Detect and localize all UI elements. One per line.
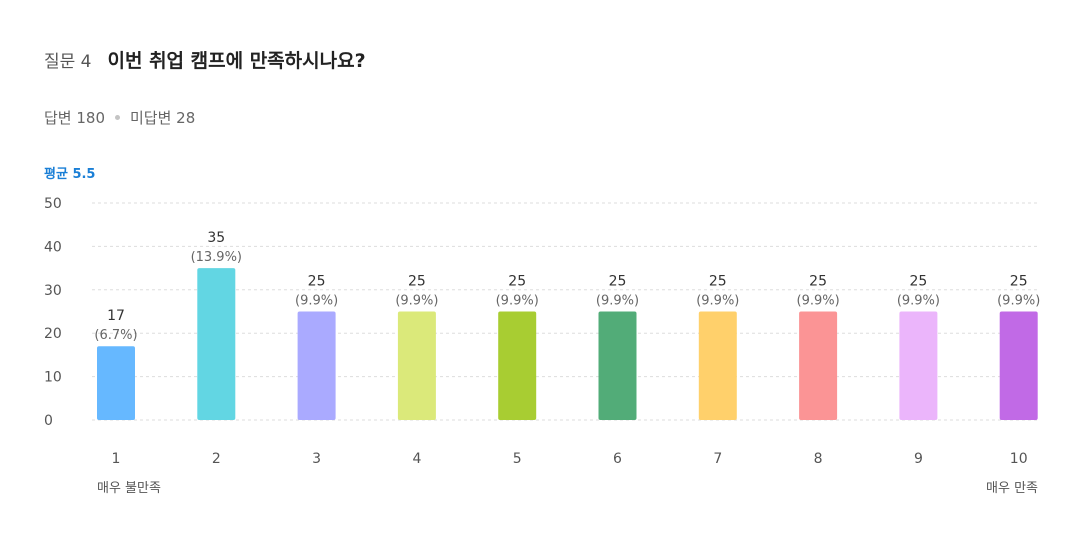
scale-labels: 매우 불만족 매우 만족 — [97, 481, 1038, 496]
y-tick-label: 10 — [44, 370, 62, 386]
x-tick-label: 9 — [914, 451, 923, 467]
bar — [899, 311, 938, 420]
scale-max-label: 매우 만족 — [986, 481, 1038, 496]
x-tick-label: 1 — [112, 451, 121, 467]
y-tick-label: 20 — [44, 326, 62, 342]
bar-percent-label: (9.9%) — [696, 294, 739, 309]
bar-value-label: 35 — [207, 230, 225, 246]
x-tick-label: 6 — [613, 451, 622, 467]
bar-value-label: 25 — [809, 274, 827, 290]
bar — [598, 311, 637, 420]
bar-value-label: 25 — [609, 274, 627, 290]
bar-value-label: 25 — [408, 274, 426, 290]
question-number: 질문 4 — [44, 52, 92, 72]
average-score: 평균 5.5 — [44, 167, 96, 182]
separator-dot — [115, 115, 120, 120]
bar-percent-label: (9.9%) — [295, 294, 338, 309]
unanswered-count: 미답변 28 — [130, 109, 196, 127]
bar-value-label: 17 — [107, 308, 125, 324]
y-tick-label: 40 — [44, 239, 62, 255]
grid-lines — [92, 202, 1040, 421]
bar — [698, 311, 737, 420]
bar-percent-label: (13.9%) — [191, 250, 242, 265]
y-axis-ticks: 0 10 20 30 40 50 — [44, 196, 62, 429]
answered-count: 답변 180 — [44, 109, 105, 127]
bar-value-label: 25 — [1010, 274, 1028, 290]
bar-percent-label: (9.9%) — [596, 294, 639, 309]
bar — [297, 311, 336, 420]
bar-percent-label: (6.7%) — [94, 328, 137, 343]
bar-value-label: 25 — [508, 274, 526, 290]
y-tick-label: 30 — [44, 283, 62, 299]
bar — [498, 311, 537, 420]
bar — [397, 311, 436, 420]
bar — [799, 311, 838, 420]
x-tick-label: 5 — [513, 451, 522, 467]
bar-value-label: 25 — [909, 274, 927, 290]
response-stats: 답변 180 미답변 28 — [44, 107, 195, 128]
bar-value-label: 25 — [709, 274, 727, 290]
y-tick-label: 50 — [44, 196, 62, 212]
scale-min-label: 매우 불만족 — [97, 481, 161, 496]
bar — [197, 268, 236, 420]
data-labels: 17 (6.7%) 35 (13.9%) 25 (9.9%) 25 (9.9%) 25 (9.9%… — [94, 230, 1040, 343]
bar-percent-label: (9.9%) — [395, 294, 438, 309]
x-tick-label: 3 — [312, 451, 321, 467]
x-tick-label: 2 — [212, 451, 221, 467]
x-tick-label: 8 — [814, 451, 823, 467]
bar-percent-label: (9.9%) — [897, 294, 940, 309]
x-tick-label: 7 — [713, 451, 722, 467]
question-header: 질문 4 이번 취업 캠프에 만족하시나요? — [44, 46, 366, 73]
x-tick-label: 4 — [412, 451, 421, 467]
bar — [97, 346, 135, 420]
bar-percent-label: (9.9%) — [797, 294, 840, 309]
x-tick-label: 10 — [1010, 451, 1028, 467]
y-tick-label: 0 — [44, 413, 53, 429]
bar — [999, 311, 1038, 420]
bar-value-label: 25 — [308, 274, 326, 290]
x-axis-ticks: 1 2 3 4 5 6 7 8 9 10 — [112, 451, 1028, 467]
question-title: 이번 취업 캠프에 만족하시나요? — [107, 50, 366, 72]
bar-percent-label: (9.9%) — [997, 294, 1040, 309]
bars — [97, 268, 1038, 420]
bar-percent-label: (9.9%) — [496, 294, 539, 309]
